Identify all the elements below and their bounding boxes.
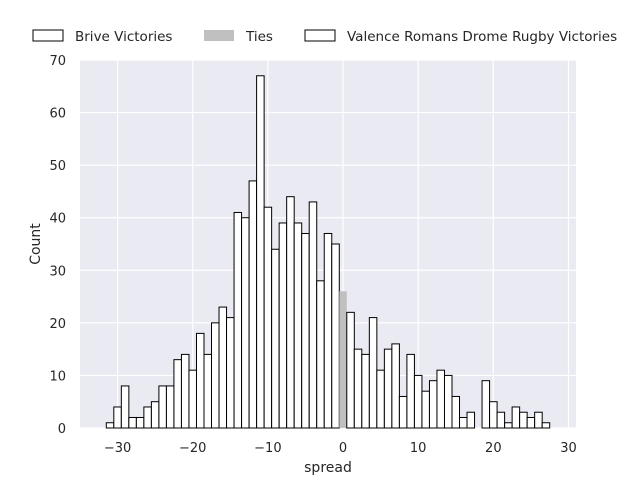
histogram-bar [443, 374, 453, 429]
histogram-bar [128, 416, 137, 429]
histogram-bar [113, 406, 122, 429]
histogram-bar [135, 416, 145, 429]
histogram-bar [534, 411, 543, 429]
histogram-bar [323, 232, 333, 429]
legend-swatch-valence [304, 29, 336, 42]
histogram-bar [541, 422, 551, 429]
x-tick-label: −30 [104, 441, 131, 456]
histogram-bar [188, 369, 197, 429]
histogram-bar [376, 369, 385, 429]
legend: Brive Victories Ties Valence Romans Drom… [32, 29, 617, 45]
histogram-bar [459, 416, 468, 429]
histogram-bar [489, 401, 498, 429]
y-tick-label: 70 [49, 54, 66, 69]
histogram-bar [165, 385, 175, 429]
histogram-bar [339, 291, 347, 428]
histogram-bar [286, 196, 295, 429]
histogram-bar [398, 395, 408, 429]
y-tick-label: 50 [49, 159, 66, 174]
histogram-bar [278, 222, 288, 429]
histogram-bar [173, 359, 182, 429]
histogram-bar [496, 411, 506, 429]
histogram-bar [316, 280, 325, 429]
legend-swatch-ties [204, 30, 234, 41]
histogram-bar [466, 411, 476, 429]
y-tick-label: 10 [49, 369, 66, 384]
y-tick-label: 20 [49, 317, 66, 332]
histogram-bar [519, 411, 528, 429]
histogram-bar [293, 222, 303, 429]
y-axis-label: Count [28, 223, 44, 265]
x-tick-label: 30 [560, 441, 577, 456]
histogram-bar [504, 422, 513, 429]
x-tick-label: −20 [179, 441, 206, 456]
histogram-bar [248, 180, 258, 429]
histogram-bar [451, 395, 461, 429]
x-axis-label: spread [304, 460, 352, 476]
histogram-bar [256, 75, 265, 429]
histogram-bar [301, 232, 310, 429]
x-tick-label: −10 [254, 441, 281, 456]
histogram-bar [331, 243, 340, 429]
bars [105, 75, 551, 429]
x-tick-labels: −30 −20 −10 0 10 20 30 [104, 441, 577, 456]
histogram-bar [158, 385, 167, 429]
legend-label-valence: Valence Romans Drome Rugby Victories [347, 29, 617, 45]
histogram-bar [511, 406, 521, 429]
x-tick-label: 20 [485, 441, 502, 456]
histogram-bar [413, 374, 423, 429]
legend-label-brive: Brive Victories [75, 29, 172, 45]
histogram-bar [391, 343, 400, 429]
histogram-bar [226, 317, 235, 429]
legend-swatch-brive [32, 29, 64, 42]
histogram-bar [195, 332, 205, 429]
histogram-bar [308, 201, 318, 429]
histogram-bar [353, 348, 363, 429]
histogram-bar [241, 217, 250, 429]
histogram-bar [271, 248, 280, 429]
histogram-bar [421, 390, 430, 429]
histogram-bar [211, 322, 220, 429]
y-tick-labels: 0 10 20 30 40 50 60 70 [49, 54, 66, 437]
histogram-bar [361, 353, 370, 429]
histogram-bar [218, 306, 228, 429]
histogram-bar [436, 369, 445, 429]
y-tick-label: 40 [49, 212, 66, 227]
x-tick-label: 0 [339, 441, 347, 456]
histogram-bar [143, 406, 152, 429]
histogram-bar [406, 353, 415, 429]
histogram-bar [105, 422, 115, 429]
histogram-bar [526, 416, 536, 429]
histogram-bar [150, 401, 160, 429]
x-tick-label: 10 [410, 441, 427, 456]
histogram-bar [383, 348, 393, 429]
y-tick-label: 30 [49, 264, 66, 279]
histogram-bar [346, 311, 355, 429]
histogram-bar [233, 211, 243, 429]
legend-label-ties: Ties [245, 29, 273, 45]
y-tick-label: 0 [58, 422, 66, 437]
histogram-bar [481, 380, 491, 429]
histogram-bar [428, 380, 438, 429]
histogram-bar [180, 353, 190, 429]
y-tick-label: 60 [49, 107, 66, 122]
histogram-bar [120, 385, 130, 429]
histogram-bar [368, 317, 378, 429]
histogram-bar [263, 206, 273, 429]
histogram-bar [203, 353, 213, 429]
